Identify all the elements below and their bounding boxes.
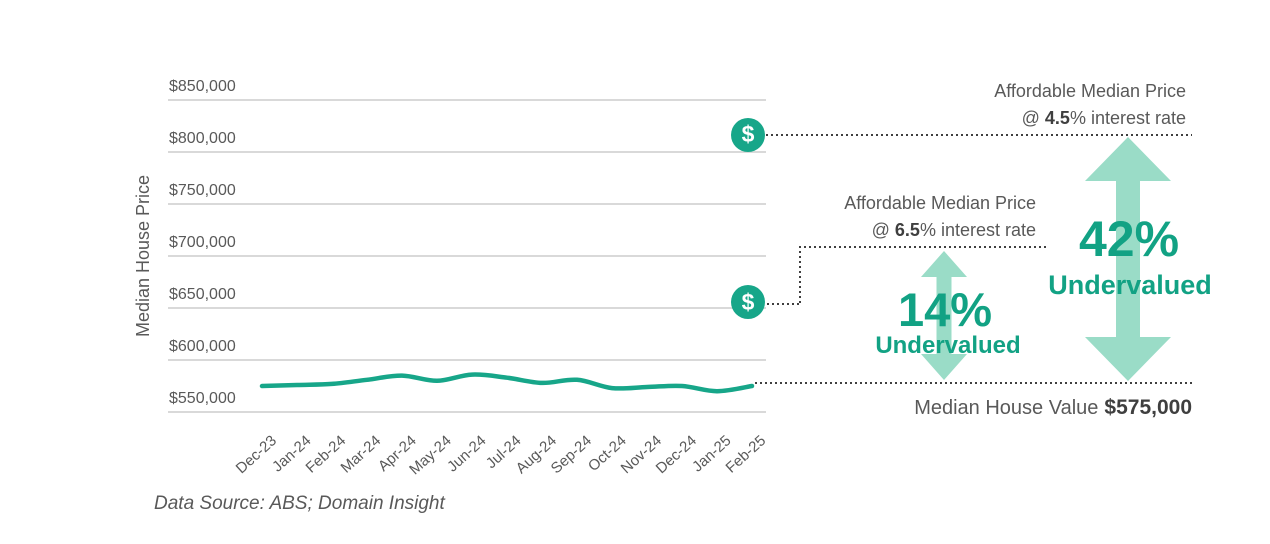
y-tick-label: $650,000 <box>169 286 236 303</box>
dotted-connector-affordable-6-5-stub <box>767 303 801 305</box>
median-house-value: Median House Value $575,000 <box>914 396 1192 420</box>
x-tick-label: Jun-24 <box>444 432 490 476</box>
gridline <box>168 307 766 309</box>
annotation-title: Affordable Median Price <box>994 81 1186 101</box>
dotted-connector-affordable-6-5-riser <box>799 246 801 305</box>
at-symbol: @ <box>1021 108 1045 128</box>
gridline <box>168 203 766 205</box>
x-tick-label: Dec-23 <box>232 432 280 478</box>
y-tick-label: $800,000 <box>169 130 236 147</box>
annotation-affordable-price-4-5: Affordable Median Price @ 4.5% interest … <box>994 78 1186 132</box>
gridline <box>168 99 766 101</box>
data-source: Data Source: ABS; Domain Insight <box>154 493 445 514</box>
dotted-connector-median-value <box>755 382 1192 384</box>
undervalued-14-percent: 14% <box>897 283 993 336</box>
dotted-connector-affordable-4-5 <box>766 134 1192 136</box>
x-tick-label: Mar-24 <box>338 432 385 477</box>
annotation-rate-line: @ 4.5% interest rate <box>994 105 1186 132</box>
dotted-connector-affordable-6-5-top <box>799 246 1046 248</box>
annotation-rate-line: @ 6.5% interest rate <box>844 217 1036 244</box>
gridline <box>168 411 766 413</box>
rate-suffix: % interest rate <box>919 220 1036 240</box>
undervalued-42-label: Undervalued <box>1048 270 1212 300</box>
undervalued-42-percent: 42% <box>1078 211 1180 267</box>
rate-value: 4.5 <box>1044 108 1070 128</box>
affordable-median-price-6.5-dollar-icon: $ <box>731 285 765 320</box>
gridline <box>168 255 766 257</box>
at-symbol: @ <box>871 220 895 240</box>
median-price-line <box>259 372 755 394</box>
gridline <box>168 151 766 153</box>
rate-value: 6.5 <box>894 220 920 240</box>
annotation-affordable-price-6-5: Affordable Median Price @ 6.5% interest … <box>844 190 1036 244</box>
y-tick-label: $700,000 <box>169 234 236 251</box>
undervalued-14-label: Undervalued <box>875 332 1021 359</box>
y-tick-label: $600,000 <box>169 338 236 355</box>
annotation-title: Affordable Median Price <box>844 193 1036 213</box>
rate-suffix: % interest rate <box>1069 108 1186 128</box>
y-axis-title: Median House Price <box>133 174 153 338</box>
y-tick-label: $550,000 <box>169 390 236 407</box>
median-house-value-label: Median House Value <box>914 397 1099 419</box>
gridline <box>168 359 766 361</box>
y-tick-label: $750,000 <box>169 182 236 199</box>
median-house-value-amount: $575,000 <box>1104 396 1192 419</box>
y-tick-label: $850,000 <box>169 78 236 95</box>
affordable-median-price-4.5-dollar-icon: $ <box>731 117 765 152</box>
